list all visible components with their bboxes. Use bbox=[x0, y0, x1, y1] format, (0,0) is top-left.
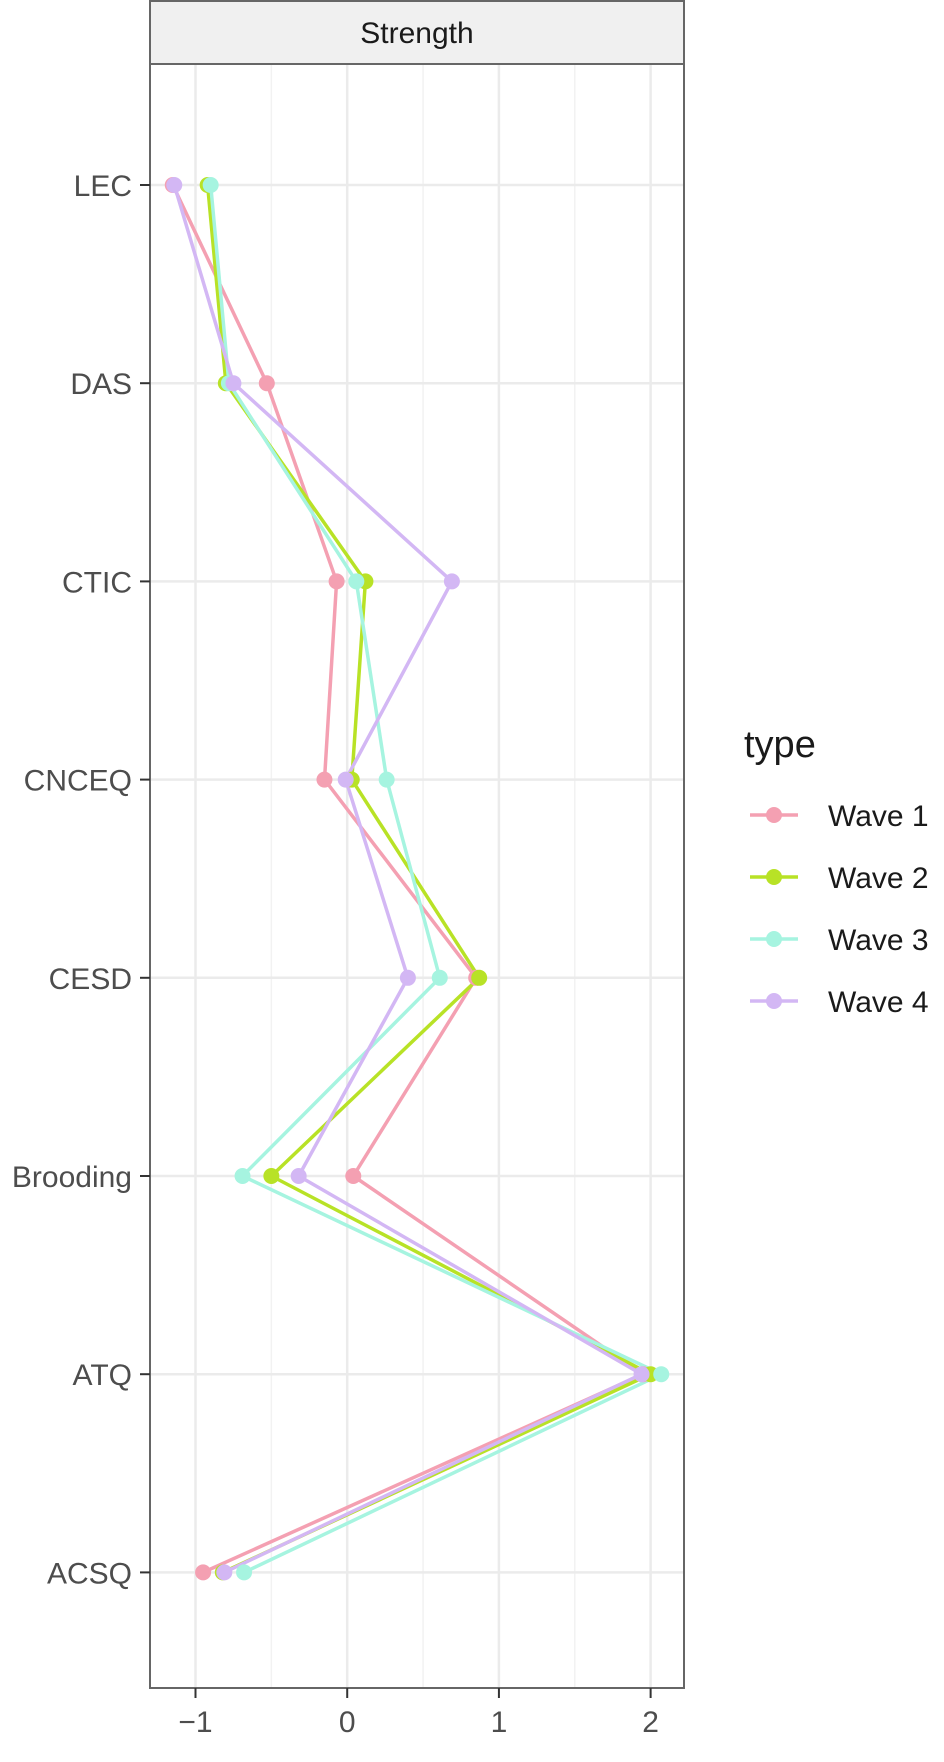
data-point bbox=[202, 177, 219, 193]
legend-item-wave-2: Wave 2 bbox=[750, 862, 929, 895]
plot-panel-border bbox=[149, 63, 685, 1689]
data-point bbox=[258, 375, 275, 392]
legend-key-point bbox=[766, 931, 782, 947]
data-point bbox=[328, 573, 345, 590]
y-tick-label-cesd: CESD bbox=[49, 963, 132, 996]
data-point bbox=[236, 1564, 253, 1581]
y-tick-label-cnceq: CNCEQ bbox=[24, 765, 132, 798]
data-point bbox=[316, 771, 333, 788]
legend-item-wave-4: Wave 4 bbox=[750, 986, 929, 1019]
data-point bbox=[195, 1564, 212, 1581]
axis-layer: LEC DAS CTIC CNCEQ CESD Brooding ATQ ACSQ −1 0 1 2 bbox=[12, 170, 659, 1739]
data-point bbox=[166, 177, 183, 193]
data-point bbox=[399, 969, 416, 986]
legend-label: Wave 4 bbox=[828, 986, 929, 1019]
y-tick-label-lec: LEC bbox=[74, 170, 132, 203]
series-wave-4 bbox=[172, 184, 644, 1574]
data-point bbox=[290, 1168, 307, 1184]
facet-label: Strength bbox=[360, 17, 473, 50]
data-point bbox=[471, 969, 488, 986]
legend-key-point bbox=[766, 869, 782, 885]
legend: type Wave 1 Wave 2 Wave 3 Wave 4 bbox=[744, 724, 929, 1019]
legend-key-point bbox=[766, 993, 782, 1009]
series-points-wave-4 bbox=[166, 177, 650, 1581]
data-point bbox=[653, 1366, 670, 1383]
data-point bbox=[345, 1168, 362, 1184]
series-line bbox=[208, 184, 663, 1574]
legend-label: Wave 3 bbox=[828, 924, 929, 957]
x-tick-label: −1 bbox=[178, 1706, 212, 1739]
facet-strip bbox=[149, 0, 685, 65]
y-tick-label-brooding: Brooding bbox=[12, 1161, 132, 1194]
data-point bbox=[225, 375, 242, 392]
y-tick-label-atq: ATQ bbox=[73, 1359, 132, 1392]
data-point bbox=[234, 1168, 251, 1184]
legend-label: Wave 2 bbox=[828, 862, 929, 895]
data-point bbox=[348, 573, 365, 590]
series-wave-3 bbox=[208, 184, 663, 1574]
series-layer bbox=[164, 177, 670, 1581]
data-point bbox=[443, 573, 460, 590]
y-tick-label-acsq: ACSQ bbox=[47, 1557, 132, 1590]
series-line bbox=[172, 184, 644, 1574]
y-tick-label-ctic: CTIC bbox=[62, 566, 132, 599]
data-point bbox=[263, 1168, 280, 1184]
legend-key-point bbox=[766, 807, 782, 823]
x-tick-label: 2 bbox=[642, 1706, 659, 1739]
data-point bbox=[378, 771, 395, 788]
data-point bbox=[337, 771, 354, 788]
grid-layer bbox=[150, 64, 684, 1688]
plot-panel bbox=[150, 64, 684, 1688]
x-tick-label: 0 bbox=[339, 1706, 356, 1739]
y-tick-label-das: DAS bbox=[70, 368, 132, 401]
x-tick-label: 1 bbox=[491, 1706, 508, 1739]
data-point bbox=[431, 969, 448, 986]
data-point bbox=[216, 1564, 233, 1581]
legend-label: Wave 1 bbox=[828, 800, 929, 833]
legend-item-wave-1: Wave 1 bbox=[750, 800, 929, 833]
legend-item-wave-3: Wave 3 bbox=[750, 924, 929, 957]
data-point bbox=[633, 1366, 650, 1383]
legend-title: type bbox=[744, 724, 816, 766]
